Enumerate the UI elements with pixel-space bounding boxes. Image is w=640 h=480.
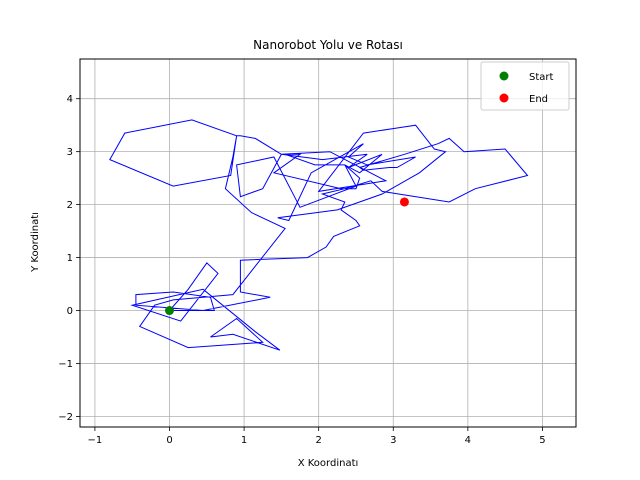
start-point-marker [165,306,175,316]
plot-frame [79,58,577,428]
y-axis-label: Y Koordinatı [30,212,41,273]
x-tick-label: 1 [241,435,247,446]
legend-start-label: Start [529,72,554,83]
y-tick-label: 3 [67,147,73,158]
legend: Start End [480,61,570,111]
x-axis-label: X Koordinatı [298,458,359,469]
end-point-marker [399,197,409,207]
y-tick-label: 0 [67,306,73,317]
x-tick-label: 2 [315,435,321,446]
chart-title: Nanorobot Yolu ve Rotası [253,38,403,52]
x-tick-label: 4 [465,435,471,446]
y-tick-label: −1 [58,359,73,370]
y-tick-label: 4 [67,94,73,105]
plot-area: −1 0 1 2 3 4 5 −2 −1 0 1 2 3 4 [58,58,577,446]
robot-path-line [109,119,529,351]
x-tick-label: 0 [166,435,172,446]
y-tick-label: 1 [67,253,73,264]
legend-end-marker [499,93,509,103]
legend-box [480,61,570,111]
legend-end-label: End [529,94,548,105]
x-tick-label: 3 [390,435,396,446]
y-tick-label: 2 [67,200,73,211]
y-tick-label: −2 [58,412,73,423]
legend-start-marker [499,71,509,81]
x-tick-label: 5 [539,435,545,446]
x-tick-label: −1 [88,435,103,446]
